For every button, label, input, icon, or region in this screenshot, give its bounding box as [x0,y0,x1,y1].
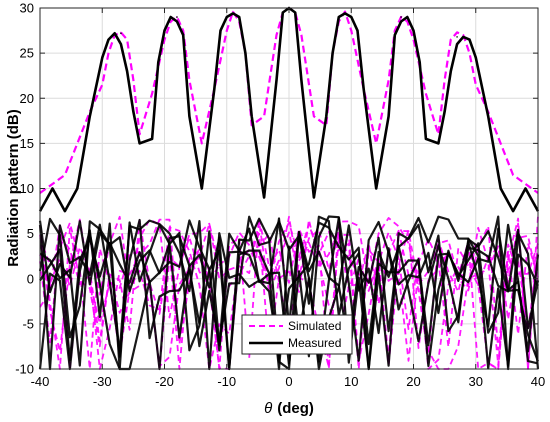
x-tick-label: 20 [406,374,420,389]
legend: Simulated Measured [241,314,353,355]
y-tick-label: 5 [27,226,34,241]
y-tick-label: -10 [15,362,34,377]
beam-peak-point [456,36,458,38]
legend-box [241,314,353,355]
beam-peak-point [456,31,458,34]
y-tick-label: 30 [20,1,34,16]
y-tick-label: -5 [22,316,34,331]
axis-ticks: -40 -30 -20 -10 0 10 20 30 40 -10 -5 0 5 10 15 20 25 30 [15,1,545,390]
y-tick-label: 10 [20,181,34,196]
sidelobe-trace [39,218,539,370]
x-tick-label: -10 [217,374,236,389]
y-tick-label: 15 [20,136,34,151]
x-tick-label: -20 [155,374,174,389]
y-tick-label: 25 [20,46,34,61]
x-axis-label-symbol: θ [264,400,272,417]
beam-peak-point [400,16,402,18]
beam-peak-point [176,16,178,18]
x-tick-label: 30 [469,374,483,389]
beam-peak-point [344,12,346,15]
x-tick-label: -30 [93,374,112,389]
y-axis-label: Radiation pattern (dB) [5,109,22,267]
beam-peak-point [120,32,122,35]
x-tick-label: 40 [531,374,545,389]
beam-peak-point [344,10,346,13]
beam-peak-point [232,10,234,13]
y-tick-label: 20 [20,91,34,106]
x-tick-label: 10 [344,374,358,389]
legend-label-simulated: Simulated [288,319,341,333]
y-tick-label: 0 [27,271,34,286]
x-axis-label: θ (deg) [264,400,314,417]
beam-peak-point [232,12,234,15]
legend-label-measured: Measured [288,336,341,350]
x-axis-label-unit: (deg) [277,400,314,417]
x-tick-label: -40 [31,374,50,389]
x-tick-label: 0 [285,374,292,389]
sidelobe-trace [39,221,539,370]
